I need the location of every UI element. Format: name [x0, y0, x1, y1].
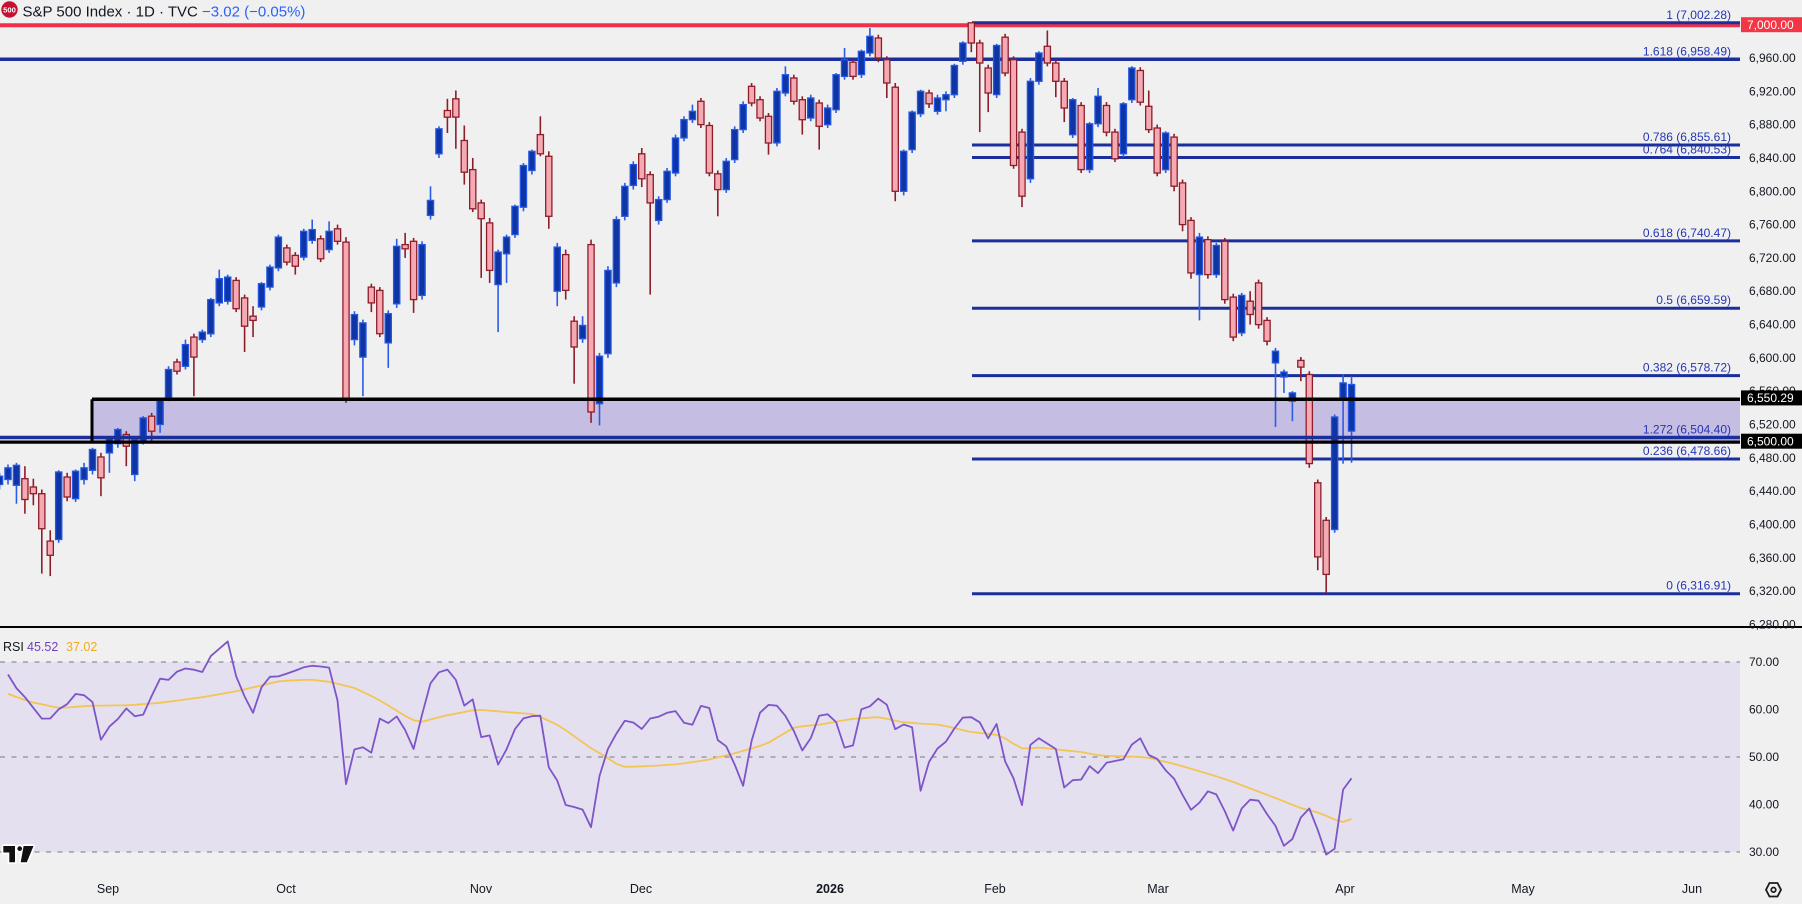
svg-text:60.00: 60.00 [1749, 703, 1779, 717]
svg-text:6,800.00: 6,800.00 [1749, 184, 1796, 198]
svg-text:S&P 500 Index · 1D · TVC: S&P 500 Index · 1D · TVC [23, 4, 199, 21]
svg-text:45.52: 45.52 [27, 640, 58, 654]
svg-text:May: May [1511, 882, 1535, 896]
svg-text:40.00: 40.00 [1749, 798, 1779, 812]
svg-text:6,720.00: 6,720.00 [1749, 251, 1796, 265]
svg-text:6,680.00: 6,680.00 [1749, 284, 1796, 298]
svg-text:6,640.00: 6,640.00 [1749, 318, 1796, 332]
svg-text:−3.02 (−0.05%): −3.02 (−0.05%) [202, 4, 305, 21]
svg-text:6,480.00: 6,480.00 [1749, 451, 1796, 465]
svg-text:37.02: 37.02 [66, 640, 97, 654]
svg-text:Jun: Jun [1682, 882, 1702, 896]
svg-text:Sep: Sep [97, 882, 119, 896]
svg-text:30.00: 30.00 [1749, 845, 1779, 859]
svg-text:0.236 (6,478.66): 0.236 (6,478.66) [1643, 444, 1731, 458]
svg-text:2026: 2026 [816, 882, 844, 896]
svg-text:1.272 (6,504.40): 1.272 (6,504.40) [1643, 423, 1731, 437]
svg-text:6,320.00: 6,320.00 [1749, 584, 1796, 598]
svg-text:0.786 (6,855.61): 0.786 (6,855.61) [1643, 130, 1731, 144]
svg-text:Oct: Oct [276, 882, 296, 896]
svg-text:0.764 (6,840.53): 0.764 (6,840.53) [1643, 143, 1731, 157]
svg-text:50.00: 50.00 [1749, 750, 1779, 764]
svg-text:6,280.00: 6,280.00 [1749, 617, 1796, 631]
svg-text:1.618 (6,958.49): 1.618 (6,958.49) [1643, 44, 1731, 58]
svg-text:7,000.00: 7,000.00 [1747, 18, 1794, 32]
svg-text:RSI: RSI [3, 640, 24, 654]
svg-text:70.00: 70.00 [1749, 655, 1779, 669]
svg-text:6,880.00: 6,880.00 [1749, 118, 1796, 132]
svg-text:Feb: Feb [984, 882, 1006, 896]
svg-text:Dec: Dec [630, 882, 652, 896]
svg-text:1 (7,002.28): 1 (7,002.28) [1666, 8, 1731, 22]
svg-text:Nov: Nov [470, 882, 493, 896]
svg-text:6,960.00: 6,960.00 [1749, 51, 1796, 65]
svg-text:6,760.00: 6,760.00 [1749, 218, 1796, 232]
svg-text:0.5 (6,659.59): 0.5 (6,659.59) [1656, 293, 1731, 307]
svg-text:Apr: Apr [1335, 882, 1354, 896]
svg-text:Mar: Mar [1147, 882, 1169, 896]
svg-text:6,440.00: 6,440.00 [1749, 484, 1796, 498]
svg-text:6,400.00: 6,400.00 [1749, 518, 1796, 532]
svg-text:6,840.00: 6,840.00 [1749, 151, 1796, 165]
svg-text:0.618 (6,740.47): 0.618 (6,740.47) [1643, 226, 1731, 240]
svg-text:6,360.00: 6,360.00 [1749, 551, 1796, 565]
svg-text:6,920.00: 6,920.00 [1749, 84, 1796, 98]
svg-text:6,500.00: 6,500.00 [1747, 434, 1794, 448]
svg-text:6,550.29: 6,550.29 [1747, 391, 1794, 405]
svg-text:0.382 (6,578.72): 0.382 (6,578.72) [1643, 361, 1731, 375]
svg-text:0 (6,316.91): 0 (6,316.91) [1666, 579, 1731, 593]
svg-text:500: 500 [3, 5, 16, 14]
svg-text:6,600.00: 6,600.00 [1749, 351, 1796, 365]
svg-text:6,520.00: 6,520.00 [1749, 418, 1796, 432]
